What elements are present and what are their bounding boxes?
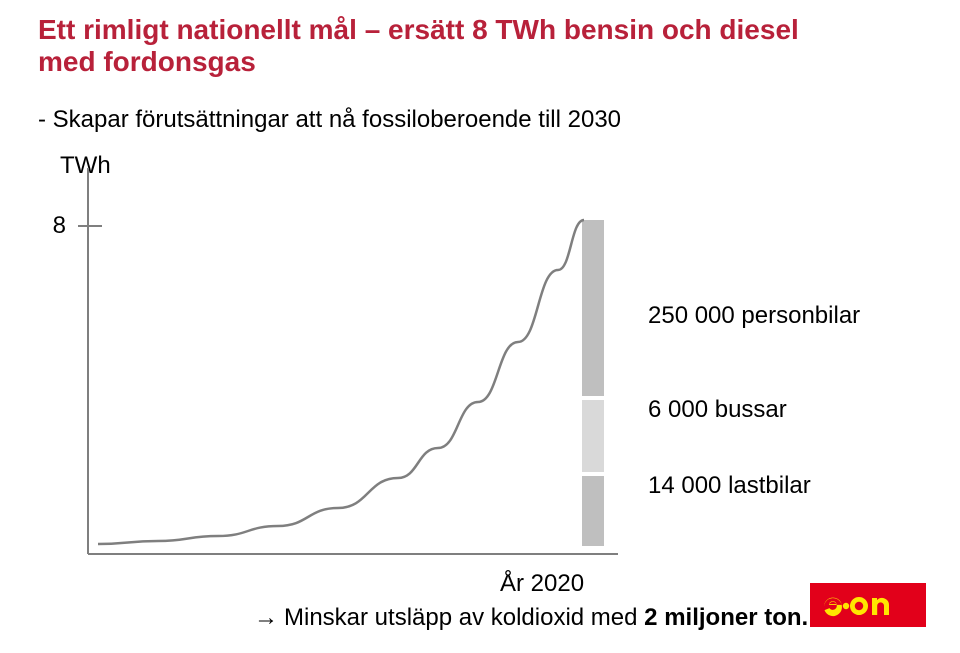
footnote: → Minskar utsläpp av koldioxid med 2 mil… [254,604,808,632]
annot-bussar: 6 000 bussar [648,396,787,424]
x-axis-label: År 2020 [500,570,584,598]
y-tick-8: 8 [36,212,66,240]
logo-bg [810,583,926,627]
slide-subtitle: - Skapar förutsättningar att nå fossilob… [38,106,621,135]
annot-personbilar: 250 000 personbilar [648,302,860,330]
slide: Ett rimligt nationellt mål – ersätt 8 TW… [0,0,960,653]
footnote-text: Minskar utsläpp av koldioxid med 2 miljo… [284,604,808,632]
chart [78,164,638,568]
footnote-bold: 2 miljoner ton. [644,604,808,631]
eon-logo-svg [810,583,926,627]
annot-lastbilar: 14 000 lastbilar [648,472,811,500]
footnote-prefix: Minskar utsläpp av koldioxid med [284,604,644,631]
title-line2: med fordonsgas [38,46,256,77]
title-line1: Ett rimligt nationellt mål – ersätt 8 TW… [38,14,799,45]
eon-logo [810,583,926,627]
chart-svg [78,164,638,568]
arrow-icon: → [254,604,278,632]
slide-title: Ett rimligt nationellt mål – ersätt 8 TW… [38,14,918,78]
